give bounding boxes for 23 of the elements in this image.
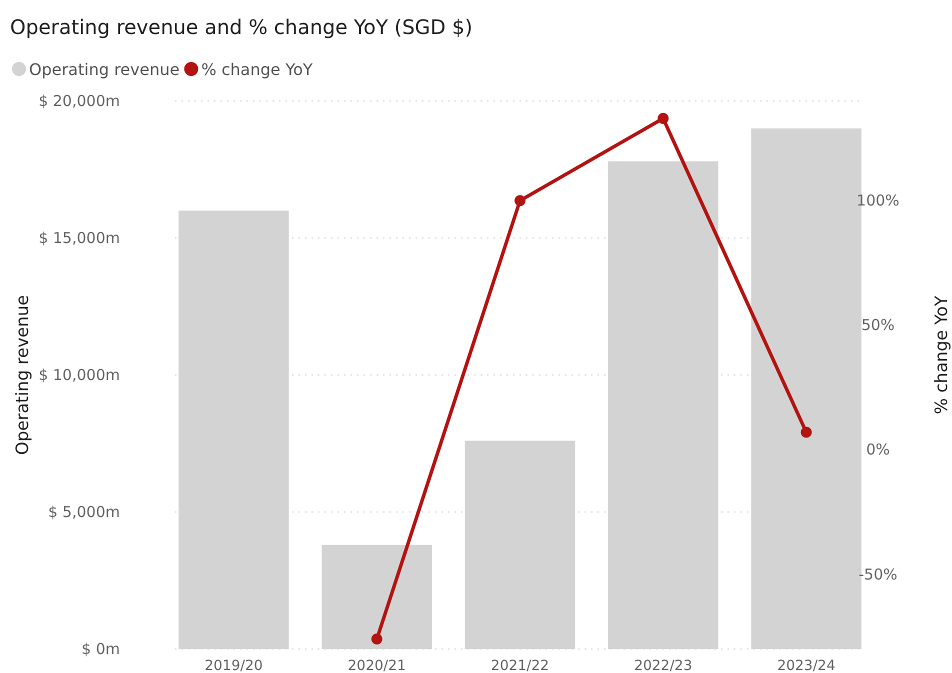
point <box>800 426 812 438</box>
x-tick-label: 2022/23 <box>634 658 692 673</box>
y-tick-label: $ 5,000m <box>48 503 120 521</box>
y2-tick-label: 50% <box>861 316 895 334</box>
y-tick-label: $ 20,000m <box>38 92 120 110</box>
x-tick-label: 2021/22 <box>490 658 550 673</box>
y-tick-label: $ 0m <box>82 640 120 658</box>
point <box>371 634 382 645</box>
y-tick-label: $ 10,000m <box>38 366 120 384</box>
x-tick-label: 2023/24 <box>777 658 836 673</box>
y-tick-label: $ 15,000m <box>38 229 120 247</box>
y2-tick-label: -50% <box>858 565 898 584</box>
x-tick-label: 2019/20 <box>204 658 263 673</box>
point <box>658 112 669 124</box>
legend-label: % change YoY <box>201 60 313 79</box>
y2-axis-title: % change YoY <box>932 295 952 414</box>
y2-tick-label: 0% <box>866 440 890 459</box>
y2-tick-label: 100% <box>856 192 900 210</box>
legend-label: Operating revenue <box>29 60 180 79</box>
y-axis-title: Operating revenue <box>13 295 33 455</box>
x-tick-label: 2020/21 <box>348 658 406 673</box>
chart-title: Operating revenue and % change YoY (SGD $) <box>10 15 473 39</box>
point <box>514 195 526 206</box>
